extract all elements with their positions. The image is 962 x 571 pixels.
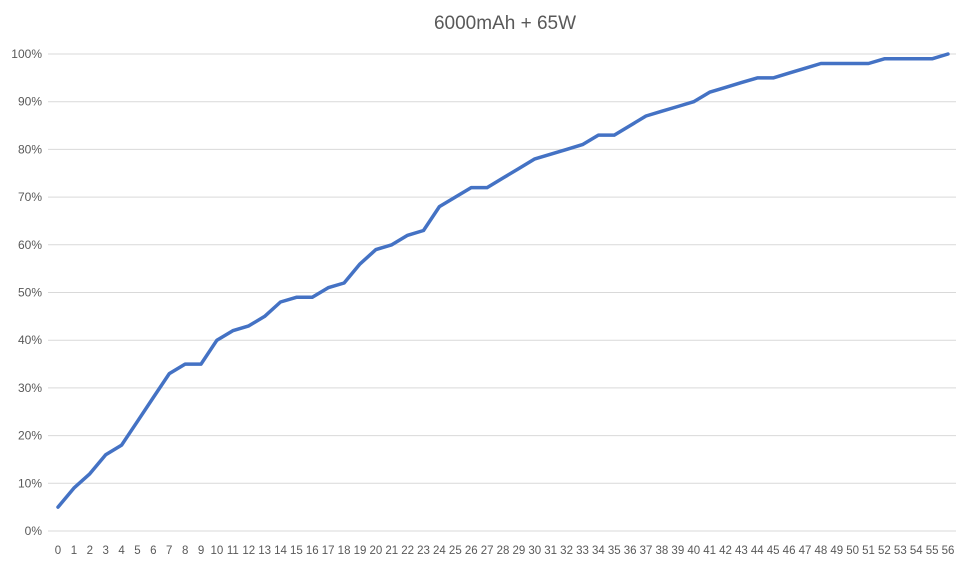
x-tick-label: 19 (354, 545, 367, 557)
x-tick-label: 28 (497, 545, 510, 557)
x-tick-label: 54 (910, 545, 923, 557)
chart-title: 6000mAh + 65W (434, 13, 576, 34)
x-tick-label: 4 (118, 545, 125, 557)
x-tick-label: 23 (417, 545, 430, 557)
x-tick-label: 36 (624, 545, 637, 557)
x-tick-label: 32 (560, 545, 573, 557)
x-tick-label: 55 (926, 545, 939, 557)
x-tick-label: 40 (687, 545, 700, 557)
y-tick-label: 50% (18, 286, 42, 300)
x-tick-label: 12 (242, 545, 255, 557)
x-tick-label: 29 (512, 545, 525, 557)
x-tick-label: 2 (87, 545, 93, 557)
series-line-battery-charge-percent (56, 52, 950, 509)
x-tick-label: 25 (449, 545, 462, 557)
y-tick-label: 80% (18, 142, 42, 156)
gridlines (48, 53, 956, 532)
x-tick-label: 11 (227, 545, 239, 557)
y-tick-label: 10% (18, 476, 42, 490)
x-tick-label: 15 (290, 545, 303, 557)
x-tick-label: 37 (640, 545, 653, 557)
series-group (56, 52, 950, 509)
x-tick-label: 44 (751, 545, 764, 557)
y-tick-label: 90% (18, 95, 42, 109)
x-tick-label: 9 (198, 545, 204, 557)
x-tick-label: 31 (544, 545, 557, 557)
x-tick-label: 26 (465, 545, 478, 557)
x-tick-label: 43 (735, 545, 748, 557)
y-tick-label: 70% (18, 190, 42, 204)
x-tick-label: 49 (830, 545, 843, 557)
x-tick-label: 0 (55, 545, 61, 557)
x-tick-label: 42 (719, 545, 732, 557)
x-tick-label: 45 (767, 545, 780, 557)
x-tick-label: 24 (433, 545, 446, 557)
x-tick-label: 50 (846, 545, 859, 557)
x-tick-label: 22 (401, 545, 414, 557)
x-tick-label: 56 (942, 545, 955, 557)
x-tick-label: 7 (166, 545, 172, 557)
x-tick-label: 17 (322, 545, 335, 557)
x-tick-label: 13 (258, 545, 271, 557)
x-tick-label: 10 (211, 545, 224, 557)
y-tick-label: 100% (11, 47, 42, 61)
x-tick-label: 51 (862, 545, 875, 557)
y-axis-labels: 0% 10% 20% 30% 40% 50% 60% 70% 80% 90% 100% (11, 47, 42, 538)
x-tick-label: 18 (338, 545, 351, 557)
x-tick-label: 46 (783, 545, 796, 557)
x-tick-label: 35 (608, 545, 621, 557)
y-tick-label: 30% (18, 381, 42, 395)
x-tick-label: 47 (799, 545, 812, 557)
y-tick-label: 40% (18, 333, 42, 347)
x-tick-label: 33 (576, 545, 589, 557)
x-tick-label: 27 (481, 545, 494, 557)
x-tick-label: 20 (369, 545, 382, 557)
x-tick-label: 38 (656, 545, 669, 557)
x-tick-label: 34 (592, 545, 605, 557)
x-tick-label: 5 (134, 545, 140, 557)
x-tick-label: 3 (102, 545, 108, 557)
x-tick-label: 52 (878, 545, 891, 557)
x-tick-label: 30 (528, 545, 541, 557)
x-tick-label: 53 (894, 545, 907, 557)
x-tick-label: 16 (306, 545, 319, 557)
y-tick-label: 60% (18, 238, 42, 252)
x-tick-label: 48 (814, 545, 827, 557)
x-axis-labels: 0 1 2 3 4 5 6 7 8 9 10 11 12 13 14 15 16 17 18 19 20 21 22 23 24… (55, 545, 955, 557)
y-tick-label: 0% (25, 524, 43, 538)
x-tick-label: 8 (182, 545, 188, 557)
x-tick-label: 21 (385, 545, 398, 557)
x-tick-label: 39 (671, 545, 684, 557)
x-tick-label: 6 (150, 545, 156, 557)
x-tick-label: 41 (703, 545, 716, 557)
x-tick-label: 14 (274, 545, 287, 557)
y-tick-label: 20% (18, 429, 42, 443)
x-tick-label: 1 (71, 545, 77, 557)
